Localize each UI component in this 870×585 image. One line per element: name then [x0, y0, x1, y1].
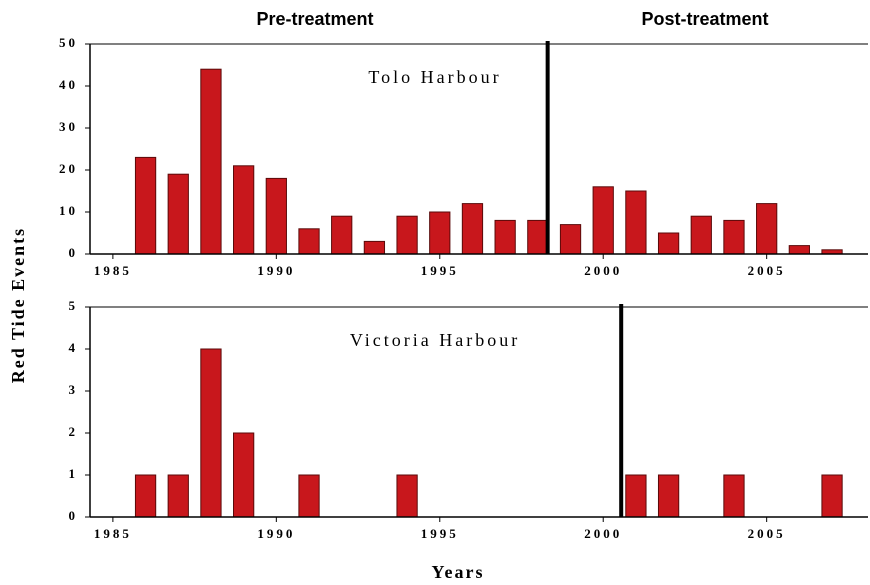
bar [723, 474, 745, 518]
x-tick-label: 1995 [421, 263, 459, 278]
annotation: Victoria Harbour [350, 330, 520, 350]
bar [396, 474, 418, 518]
bar [167, 474, 189, 518]
bar [265, 177, 287, 255]
bar [690, 215, 712, 255]
bar [429, 211, 451, 255]
bar [723, 219, 745, 255]
y-tick-label: 1 [69, 466, 79, 481]
y-tick-label: 4 [69, 340, 79, 355]
y-tick-label: 30 [59, 119, 78, 134]
bar [134, 156, 157, 255]
bar [494, 219, 516, 255]
x-axis-label: Years [432, 562, 485, 582]
bar [167, 173, 189, 255]
bar [657, 474, 680, 518]
x-tick-label: 2005 [748, 526, 786, 541]
header: Pre-treatment [256, 9, 373, 29]
y-tick-label: 2 [69, 424, 79, 439]
bar [233, 432, 255, 518]
x-tick-label: 2000 [584, 263, 622, 278]
x-tick-label: 1990 [257, 526, 295, 541]
bar [298, 228, 320, 255]
y-axis-label: Red Tide Events [8, 227, 28, 383]
bar [134, 474, 157, 518]
bar [200, 348, 222, 518]
bar [298, 474, 320, 518]
bar [200, 68, 222, 255]
y-tick-label: 50 [59, 35, 78, 50]
bar [396, 215, 418, 255]
bar [461, 203, 484, 255]
y-tick-label: 0 [69, 508, 79, 523]
bar [233, 165, 255, 255]
header: Post-treatment [641, 9, 768, 29]
bar [756, 203, 778, 255]
bar [788, 245, 810, 255]
bar [821, 474, 843, 518]
annotation: Tolo Harbour [368, 67, 501, 87]
x-tick-label: 1995 [421, 526, 459, 541]
y-tick-label: 5 [69, 298, 79, 313]
y-tick-label: 0 [69, 245, 79, 260]
x-tick-label: 1985 [94, 263, 132, 278]
x-tick-label: 1990 [257, 263, 295, 278]
y-tick-label: 10 [59, 203, 78, 218]
bar [625, 474, 647, 518]
bar [559, 224, 582, 255]
bar [625, 190, 647, 255]
x-tick-label: 2005 [748, 263, 786, 278]
bar [592, 186, 614, 255]
bar [527, 219, 549, 255]
bar [331, 215, 353, 255]
bar [657, 232, 680, 255]
bar [363, 240, 386, 255]
y-tick-label: 20 [59, 161, 78, 176]
y-tick-label: 3 [69, 382, 79, 397]
x-tick-label: 2000 [584, 526, 622, 541]
x-tick-label: 1985 [94, 526, 132, 541]
y-tick-label: 40 [59, 77, 78, 92]
